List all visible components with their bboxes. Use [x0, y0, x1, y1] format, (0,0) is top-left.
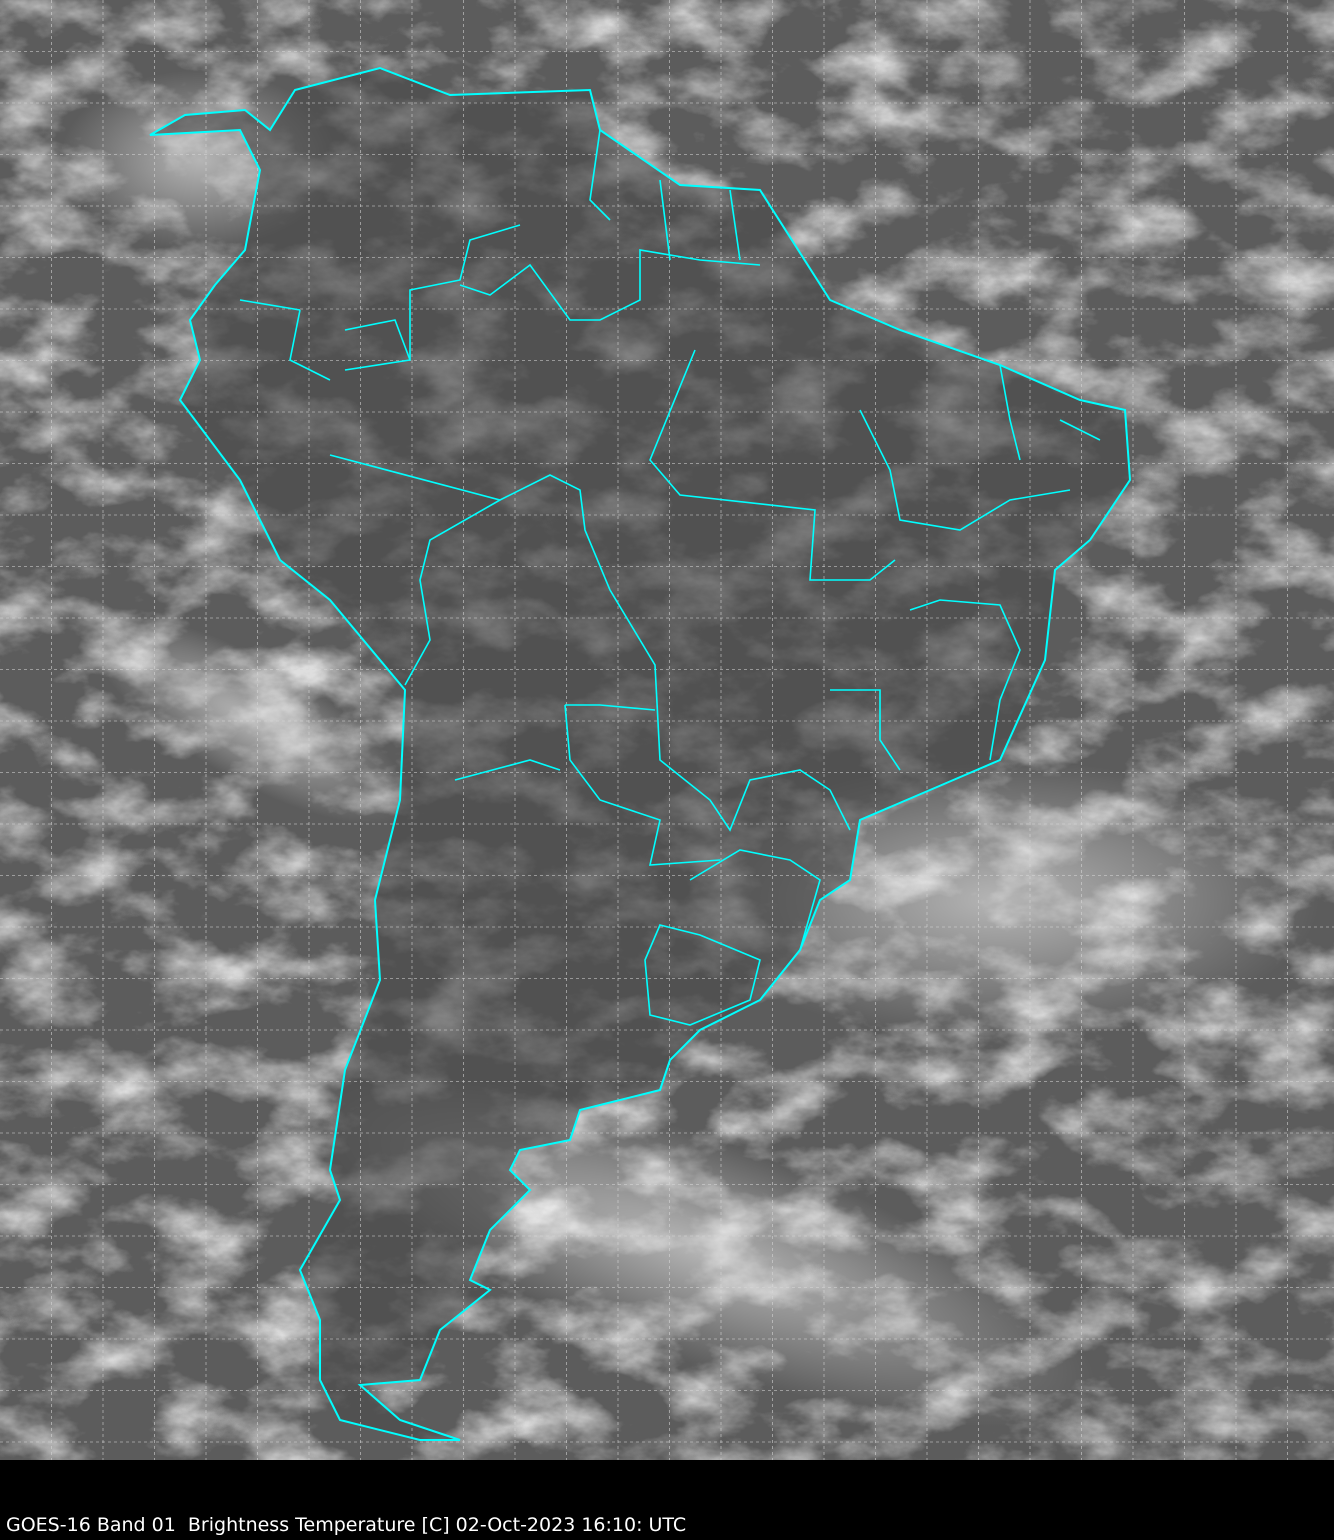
image-caption: GOES-16 Band 01 Brightness Temperature [… — [6, 1514, 687, 1536]
land-mass — [150, 68, 1130, 1440]
lat-lon-grid — [0, 0, 1334, 1460]
cloud-band-pacific — [91, 616, 409, 824]
country-borders — [239, 129, 1101, 1026]
coastline-outline — [149, 66, 1132, 1441]
satellite-map — [0, 0, 1334, 1460]
